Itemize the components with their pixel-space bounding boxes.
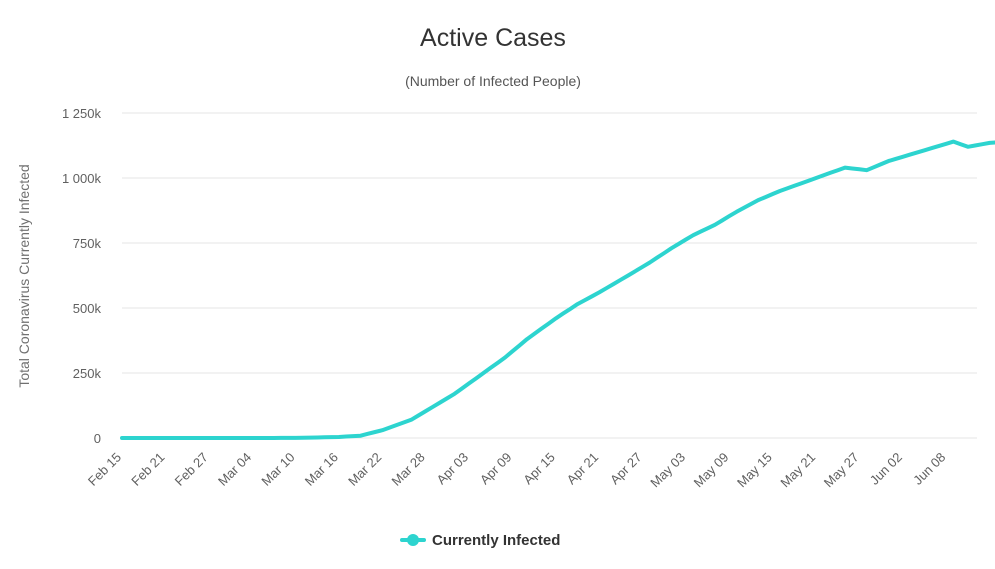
chart-subtitle: (Number of Infected People) [405,73,581,89]
x-tick-label: May 21 [777,450,818,491]
x-tick-label: May 15 [734,450,775,491]
y-axis-label: Total Coronavirus Currently Infected [16,164,32,387]
legend-label[interactable]: Currently Infected [432,532,560,549]
x-tick-label: Feb 15 [85,450,124,489]
series-area [120,131,995,440]
series-line-currently-infected[interactable] [120,131,995,440]
x-tick-label: Mar 04 [215,450,254,489]
y-tick-label: 1 250k [62,106,102,121]
x-tick-label: Mar 10 [258,450,297,489]
x-tick-label: Feb 27 [172,450,211,489]
x-axis-ticks: Feb 15 Feb 21 Feb 27 Mar 04 Mar 10 Mar 16 Mar … [85,450,948,491]
y-tick-label: 500k [73,301,102,316]
x-tick-label: May 09 [691,450,732,491]
y-tick-label: 1 000k [62,171,102,186]
x-tick-label: Apr 27 [607,450,645,488]
legend-marker-icon [407,534,419,546]
x-tick-label: Mar 22 [345,450,384,489]
x-tick-label: Apr 15 [520,450,558,488]
x-tick-label: May 27 [821,450,862,491]
grid-lines [122,112,977,439]
x-tick-label: May 03 [647,450,688,491]
y-tick-label: 250k [73,366,102,381]
y-axis-ticks: 0 250k 500k 750k 1 000k 1 250k [62,106,102,446]
chart-title: Active Cases [420,24,566,52]
x-tick-label: Apr 03 [433,450,471,488]
x-tick-label: Mar 16 [302,450,341,489]
x-tick-label: Jun 02 [867,450,905,488]
legend[interactable]: Currently Infected [400,532,560,549]
x-tick-label: Feb 21 [128,450,167,489]
x-tick-label: Mar 28 [389,450,428,489]
y-tick-label: 750k [73,236,102,251]
y-tick-label: 0 [94,431,101,446]
x-tick-label: Apr 21 [564,450,602,488]
x-tick-label: Apr 09 [477,450,515,488]
x-tick-label: Jun 08 [910,450,948,488]
